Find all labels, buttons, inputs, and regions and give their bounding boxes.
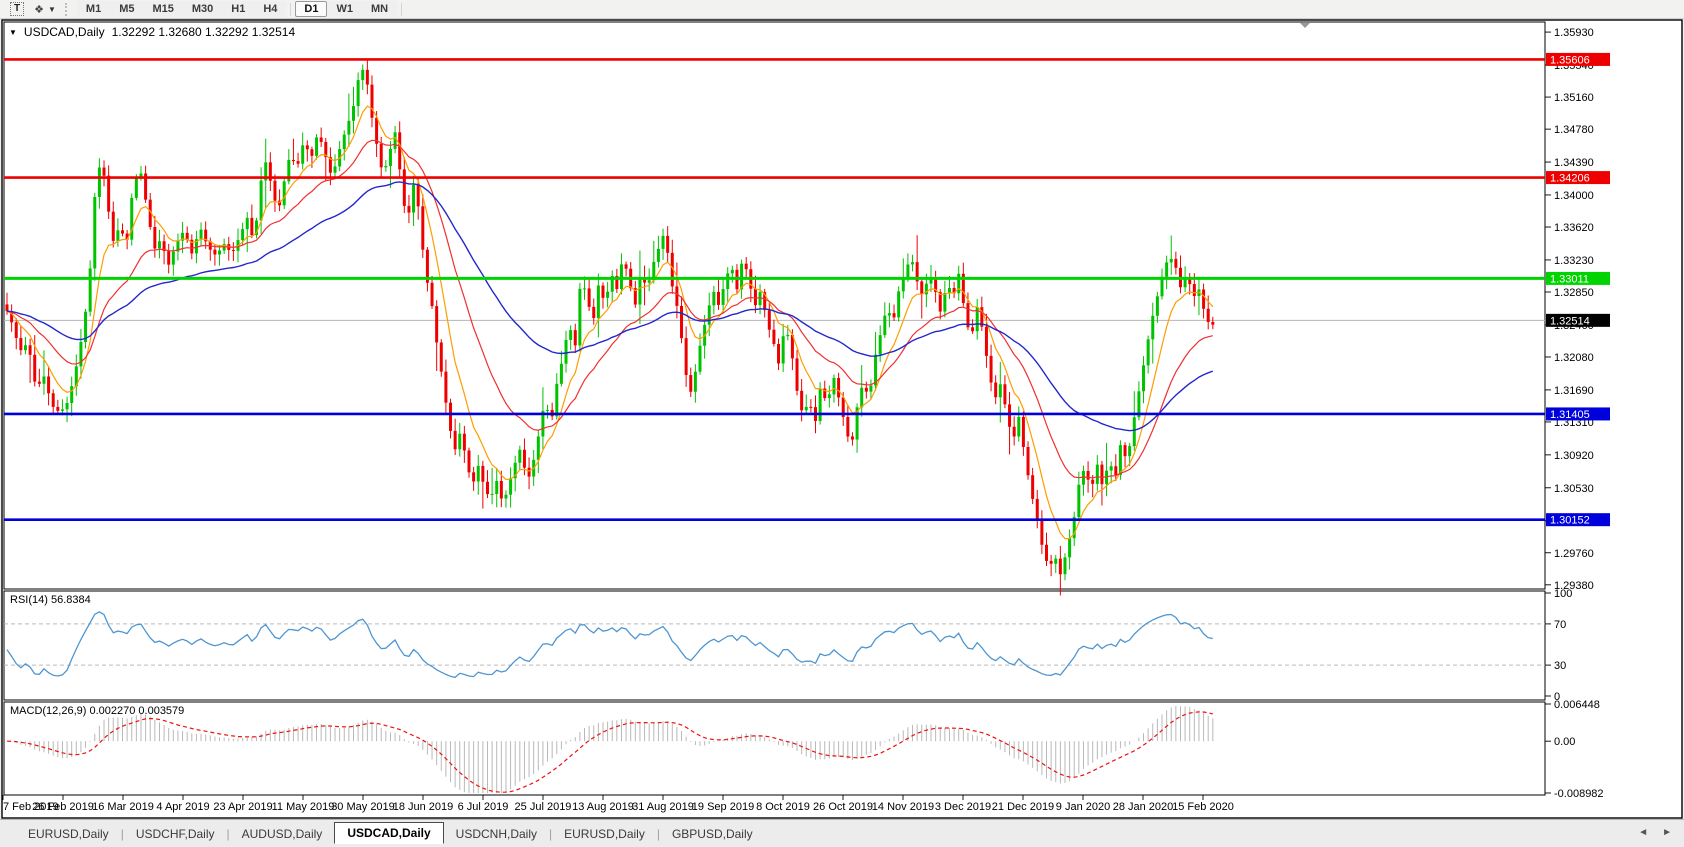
date-tick-label: 13 Aug 2019 — [572, 801, 634, 813]
rsi-window: 100 70 30 0 — [4, 588, 1572, 703]
candles-layer — [5, 59, 1215, 596]
date-tick-label: 16 Mar 2019 — [92, 801, 154, 813]
text-tool-icon: T — [10, 2, 25, 16]
ohlc-values: 1.32292 1.32680 1.32292 1.32514 — [111, 25, 296, 39]
toolbar-grip[interactable] — [64, 2, 71, 16]
toolbar-separator — [290, 2, 292, 16]
tab-usdcad-daily[interactable]: USDCAD,Daily — [334, 821, 444, 844]
tab-separator: | — [549, 826, 553, 841]
timeframe-mn-button[interactable]: MN — [361, 1, 398, 17]
tab-scroll-left-icon[interactable]: ◄ — [1638, 827, 1649, 838]
hline-price-label: 1.33011 — [1550, 273, 1589, 285]
date-tick-label: 11 May 2019 — [272, 801, 335, 813]
date-tick-label: 31 Aug 2019 — [632, 801, 694, 813]
macd-tick-label: -0.008982 — [1554, 788, 1604, 800]
price-tick-label: 1.30920 — [1554, 450, 1594, 462]
date-tick-label: 8 Oct 2019 — [756, 801, 810, 813]
tab-separator: | — [656, 826, 660, 841]
date-tick-label: 9 Jan 2020 — [1056, 801, 1110, 813]
toolbar-separator — [401, 2, 403, 16]
hline-price-label: 1.34206 — [1550, 173, 1590, 185]
price-tick-label: 1.29380 — [1554, 580, 1594, 592]
rsi-indicator-label: RSI(14) 56.8384 — [10, 594, 91, 606]
shapes-tool-button[interactable]: ❖ ▼ — [29, 1, 61, 18]
timeframe-m1-button[interactable]: M1 — [76, 1, 111, 17]
rsi-tick-label: 0 — [1554, 691, 1560, 703]
timeframe-m15-button[interactable]: M15 — [143, 1, 183, 17]
price-tick-label: 1.34000 — [1554, 190, 1594, 202]
price-tick-label: 1.33620 — [1554, 222, 1594, 234]
timeframe-h1-button[interactable]: H1 — [222, 1, 255, 17]
price-tick-label: 1.33230 — [1554, 255, 1594, 267]
date-tick-label: 28 Jan 2020 — [1113, 801, 1174, 813]
rsi-line — [6, 611, 1213, 679]
date-tick-label: 15 Feb 2020 — [1172, 801, 1234, 813]
price-tick-label: 1.34780 — [1554, 124, 1594, 136]
timeframe-m30-button[interactable]: M30 — [182, 1, 223, 17]
macd-tick-label: 0.006448 — [1554, 699, 1600, 711]
macd-window: 0.006448 0.00 -0.008982 — [6, 699, 1604, 800]
date-tick-label: 25 Jul 2019 — [515, 801, 572, 813]
date-tick-label: 18 Jun 2019 — [393, 801, 454, 813]
top-toolbar: T ❖ ▼ M1 M5 M15 M30 H1 H4 D1 W1 MN — [0, 0, 1684, 19]
hline-price-label: 1.30152 — [1550, 515, 1590, 527]
price-tick-label: 1.32080 — [1554, 352, 1594, 364]
chart-title: ▼ USDCAD,Daily 1.32292 1.32680 1.32292 1… — [9, 25, 295, 39]
rsi-tick-label: 70 — [1554, 619, 1566, 631]
macd-signal-line — [6, 711, 1213, 793]
macd-tick-label: 0.00 — [1554, 736, 1575, 748]
tab-usdcnh-daily[interactable]: USDCNH,Daily — [455, 826, 538, 841]
date-tick-label: 6 Jul 2019 — [458, 801, 509, 813]
timeframe-m5-button[interactable]: M5 — [110, 1, 144, 17]
ma-8-line — [6, 105, 1214, 540]
tab-separator: | — [120, 826, 124, 841]
price-tick-label: 1.35930 — [1554, 27, 1594, 39]
chart-tab-bar: EURUSD,Daily | USDCHF,Daily | AUDUSD,Dai… — [0, 819, 1684, 847]
timeframe-w1-button[interactable]: W1 — [327, 1, 362, 17]
timeframe-d1-button[interactable]: D1 — [295, 1, 328, 17]
price-axis[interactable]: 1.359301.355401.351601.347801.343901.340… — [1545, 27, 1610, 592]
tab-eurusd-daily-2[interactable]: EURUSD,Daily — [564, 826, 645, 841]
rsi-tick-label: 100 — [1554, 588, 1572, 600]
date-tick-label: 14 Nov 2019 — [872, 801, 934, 813]
date-tick-label: 4 Apr 2019 — [156, 801, 209, 813]
date-tick-label: 7 Feb 2019 — [3, 801, 59, 813]
hline-price-label: 1.31405 — [1550, 409, 1590, 421]
price-tick-label: 1.32850 — [1554, 287, 1594, 299]
tab-eurusd-daily-1[interactable]: EURUSD,Daily — [28, 826, 109, 841]
shapes-icon: ❖ — [34, 3, 44, 16]
tab-separator: | — [226, 826, 230, 841]
timeframe-h4-button[interactable]: H4 — [254, 1, 287, 17]
macd-indicator-label: MACD(12,26,9) 0.002270 0.003579 — [10, 705, 185, 717]
text-tool-button[interactable]: T — [5, 1, 29, 18]
date-tick-label: 26 Oct 2019 — [813, 801, 873, 813]
date-tick-label: 3 Dec 2019 — [935, 801, 991, 813]
date-tick-label: 19 Sep 2019 — [692, 801, 754, 813]
ma-22-line — [6, 139, 1213, 479]
hline-price-label: 1.35606 — [1550, 54, 1590, 66]
date-tick-label: 26 Feb 2019 — [32, 801, 94, 813]
current-price-label: 1.32514 — [1550, 315, 1590, 327]
price-tick-label: 1.35160 — [1554, 92, 1594, 104]
date-tick-label: 30 May 2019 — [331, 801, 395, 813]
date-tick-label: 21 Dec 2019 — [992, 801, 1054, 813]
symbol-dropdown-icon[interactable]: ▼ — [9, 27, 17, 37]
tab-gbpusd-daily[interactable]: GBPUSD,Daily — [671, 826, 753, 841]
tab-audusd-daily[interactable]: AUDUSD,Daily — [241, 826, 323, 841]
price-tick-label: 1.30530 — [1554, 483, 1594, 495]
price-tick-label: 1.29760 — [1554, 548, 1594, 560]
symbol-label: USDCAD,Daily — [23, 25, 105, 39]
ma-55-line — [6, 181, 1214, 432]
price-tick-label: 1.31690 — [1554, 385, 1594, 397]
price-tick-label: 1.34390 — [1554, 157, 1594, 169]
tab-scroll-right-icon[interactable]: ► — [1662, 827, 1672, 838]
date-tick-label: 23 Apr 2019 — [213, 801, 272, 813]
rsi-tick-label: 30 — [1554, 660, 1566, 672]
chevron-down-icon: ▼ — [47, 4, 56, 14]
tab-usdchf-daily[interactable]: USDCHF,Daily — [135, 826, 215, 841]
